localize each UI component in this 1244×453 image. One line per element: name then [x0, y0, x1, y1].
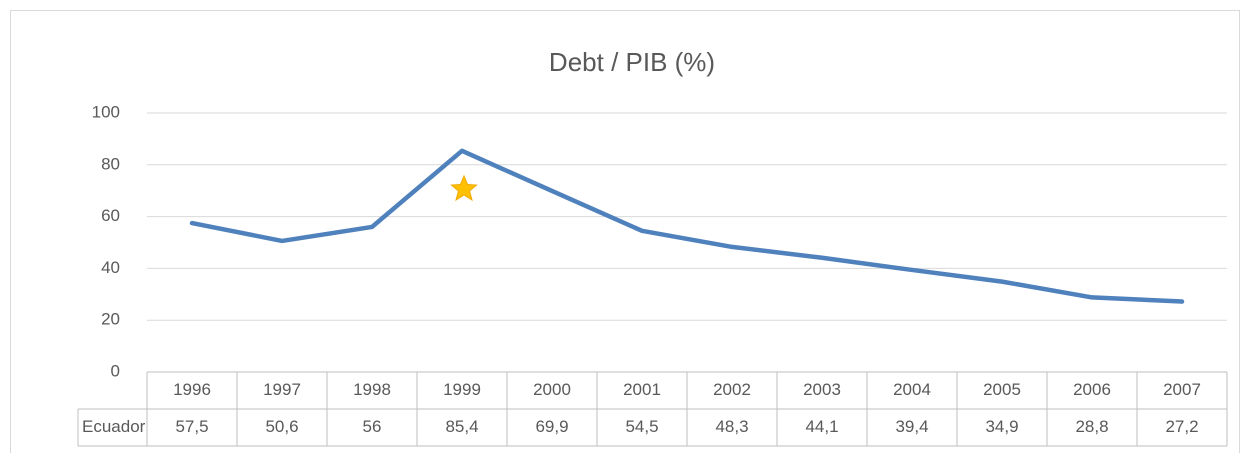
y-tick-label: 100	[92, 102, 120, 121]
x-tick-label: 2003	[803, 380, 841, 399]
table-value: 44,1	[805, 417, 838, 436]
table-value: 27,2	[1165, 417, 1198, 436]
x-tick-label: 1999	[443, 380, 481, 399]
x-tick-label: 2007	[1163, 380, 1201, 399]
y-tick-label: 60	[101, 206, 120, 225]
data-line	[189, 148, 1185, 304]
table-value: 34,9	[985, 417, 1018, 436]
x-tick-label: 2006	[1073, 380, 1111, 399]
x-tick-label: 1997	[263, 380, 301, 399]
chart-title: Debt / PIB (%)	[549, 47, 715, 77]
star-annotation	[450, 174, 478, 202]
y-tick-label: 0	[111, 361, 120, 380]
table-value: 85,4	[445, 417, 478, 436]
table-value: 56	[363, 417, 382, 436]
legend-label: Ecuador	[82, 417, 146, 436]
table-value: 54,5	[625, 417, 658, 436]
x-tick-label: 2004	[893, 380, 931, 399]
table-value: 48,3	[715, 417, 748, 436]
chart-border	[10, 10, 1240, 453]
y-tick-label: 40	[101, 258, 120, 277]
x-tick-label: 1996	[173, 380, 211, 399]
x-tick-label: 1998	[353, 380, 391, 399]
y-tick-label: 20	[101, 310, 120, 329]
table-value: 39,4	[895, 417, 928, 436]
x-tick-label: 2002	[713, 380, 751, 399]
x-tick-label: 2000	[533, 380, 571, 399]
table-value: 69,9	[535, 417, 568, 436]
table-value: 50,6	[265, 417, 298, 436]
table-value: 57,5	[175, 417, 208, 436]
x-tick-label: 2001	[623, 380, 661, 399]
x-tick-label: 2005	[983, 380, 1021, 399]
y-tick-label: 80	[101, 154, 120, 173]
table-value: 28,8	[1075, 417, 1108, 436]
